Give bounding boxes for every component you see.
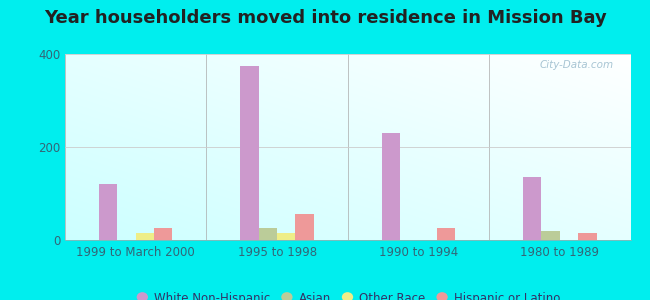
Text: City-Data.com: City-Data.com (540, 60, 614, 70)
Bar (578, 233, 597, 240)
Bar (240, 66, 259, 240)
Bar (437, 228, 455, 240)
Legend: White Non-Hispanic, Asian, Other Race, Hispanic or Latino: White Non-Hispanic, Asian, Other Race, H… (131, 287, 565, 300)
Bar (277, 233, 296, 240)
Bar (154, 228, 172, 240)
Bar (259, 228, 277, 240)
Bar (541, 231, 560, 240)
Text: Year householders moved into residence in Mission Bay: Year householders moved into residence i… (44, 9, 606, 27)
Bar (136, 233, 154, 240)
Bar (382, 133, 400, 240)
Bar (99, 184, 117, 240)
Bar (296, 214, 314, 240)
Bar (523, 177, 541, 240)
